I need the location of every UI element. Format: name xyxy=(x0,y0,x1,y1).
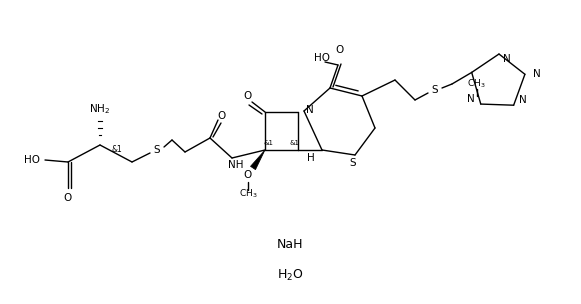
Text: H$_2$O: H$_2$O xyxy=(277,268,303,282)
Text: O: O xyxy=(218,111,226,121)
Text: O: O xyxy=(244,91,252,101)
Text: &1: &1 xyxy=(289,140,299,146)
Text: S: S xyxy=(432,85,438,95)
Text: NH$_2$: NH$_2$ xyxy=(89,102,110,116)
Text: &1: &1 xyxy=(263,140,273,146)
Text: N: N xyxy=(533,69,541,79)
Text: S: S xyxy=(154,145,160,155)
Polygon shape xyxy=(250,150,265,170)
Text: O: O xyxy=(336,45,344,55)
Text: CH$_3$: CH$_3$ xyxy=(239,188,257,200)
Text: HO: HO xyxy=(314,53,330,63)
Text: N: N xyxy=(503,54,511,64)
Text: CH$_3$: CH$_3$ xyxy=(468,78,486,90)
Text: &1: &1 xyxy=(111,146,122,154)
Text: H: H xyxy=(307,153,315,163)
Text: O: O xyxy=(64,193,72,203)
Text: O: O xyxy=(244,170,252,180)
Text: NaH: NaH xyxy=(277,239,303,251)
Text: N: N xyxy=(467,94,475,104)
Text: N: N xyxy=(519,95,526,105)
Text: N: N xyxy=(306,105,314,115)
Text: NH: NH xyxy=(228,160,244,170)
Text: S: S xyxy=(350,158,356,168)
Text: HO: HO xyxy=(24,155,40,165)
